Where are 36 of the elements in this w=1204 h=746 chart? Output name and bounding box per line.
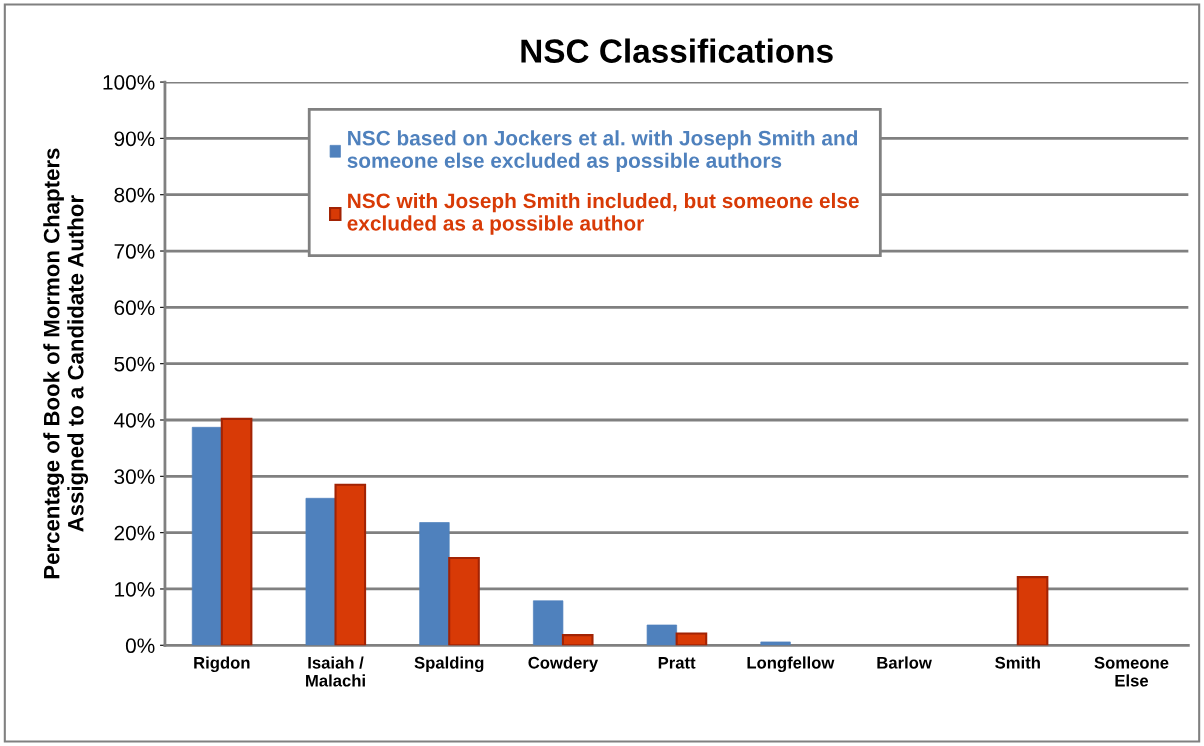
x-tick-label: Barlow	[877, 656, 932, 669]
y-tick-label: 90%	[114, 131, 155, 147]
y-tick-label: 40%	[114, 413, 155, 428]
chart-title: NSC Classifications	[521, 38, 833, 63]
y-tick-label: 100%	[103, 75, 155, 90]
x-tick-label: Spalding	[414, 656, 484, 673]
y-tick-label: 0%	[125, 638, 155, 654]
x-tick-label: Rigdon	[194, 656, 250, 673]
y-tick-label: 20%	[114, 525, 155, 541]
x-tick-label: Pratt	[658, 657, 696, 669]
bar	[533, 600, 564, 646]
bar	[191, 426, 223, 646]
legend-label: NSC with Joseph Smith included, but someone else excluded as a possible author	[347, 192, 859, 235]
y-tick-label: 50%	[114, 356, 155, 372]
y-axis-title: Percentage of Book of Mormon Chapters Assigned to a Candidate Author	[43, 148, 89, 579]
bar	[334, 483, 367, 646]
bar	[646, 624, 677, 646]
y-tick-label: 70%	[114, 244, 155, 259]
legend-label: NSC based on Jockers et al. with Joseph Smith and someone else excluded as possible authors	[347, 130, 858, 173]
x-tick-label: Someone Else	[1094, 656, 1169, 687]
y-tick-label: 60%	[114, 300, 155, 316]
bar	[760, 641, 791, 646]
bar	[448, 556, 480, 646]
bar	[305, 497, 336, 646]
bar	[561, 634, 594, 646]
x-tick-label: Smith	[995, 656, 1040, 669]
y-tick-label: 10%	[115, 581, 155, 597]
y-tick-label: 80%	[114, 187, 155, 203]
bar	[1016, 576, 1049, 646]
bar	[675, 632, 708, 646]
bar	[220, 417, 253, 646]
y-tick-label: 30%	[114, 469, 155, 485]
x-tick-label: Isaiah / Malachi	[306, 656, 365, 687]
x-tick-label: Cowdery	[528, 656, 599, 672]
bar	[419, 522, 450, 646]
x-tick-label: Longfellow	[747, 656, 835, 673]
